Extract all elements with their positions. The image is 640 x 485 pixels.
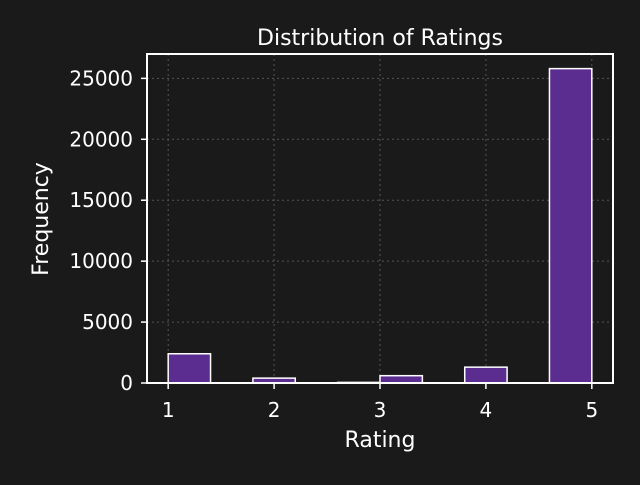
x-tick-label: 3 bbox=[374, 398, 387, 422]
bars bbox=[167, 67, 593, 384]
chart-title: Distribution of Ratings bbox=[257, 26, 503, 51]
y-tick-label: 20000 bbox=[69, 127, 133, 151]
x-axis-label: Rating bbox=[345, 428, 416, 453]
y-tick-label: 0 bbox=[120, 371, 133, 395]
y-tick-label: 5000 bbox=[82, 310, 133, 334]
y-tick-label: 15000 bbox=[69, 188, 133, 212]
x-tick-label: 2 bbox=[268, 398, 281, 422]
axis-ticks: 1 2 3 4 5 0 5000 10000 15000 20000 25000 bbox=[69, 66, 598, 422]
y-tick-label: 25000 bbox=[69, 66, 133, 90]
bar-4 bbox=[379, 374, 424, 384]
y-axis-label: Frequency bbox=[29, 162, 54, 276]
x-tick-label: 1 bbox=[162, 398, 175, 422]
x-tick-label: 5 bbox=[585, 398, 598, 422]
y-tick-label: 10000 bbox=[69, 249, 133, 273]
bar-6 bbox=[548, 67, 593, 384]
x-tick-label: 4 bbox=[480, 398, 493, 422]
bar-5 bbox=[463, 366, 508, 384]
bar-1 bbox=[167, 353, 212, 384]
